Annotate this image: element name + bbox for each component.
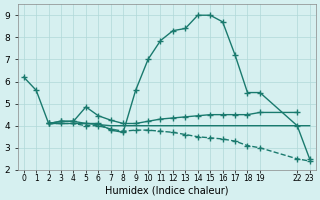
- X-axis label: Humidex (Indice chaleur): Humidex (Indice chaleur): [105, 186, 228, 196]
